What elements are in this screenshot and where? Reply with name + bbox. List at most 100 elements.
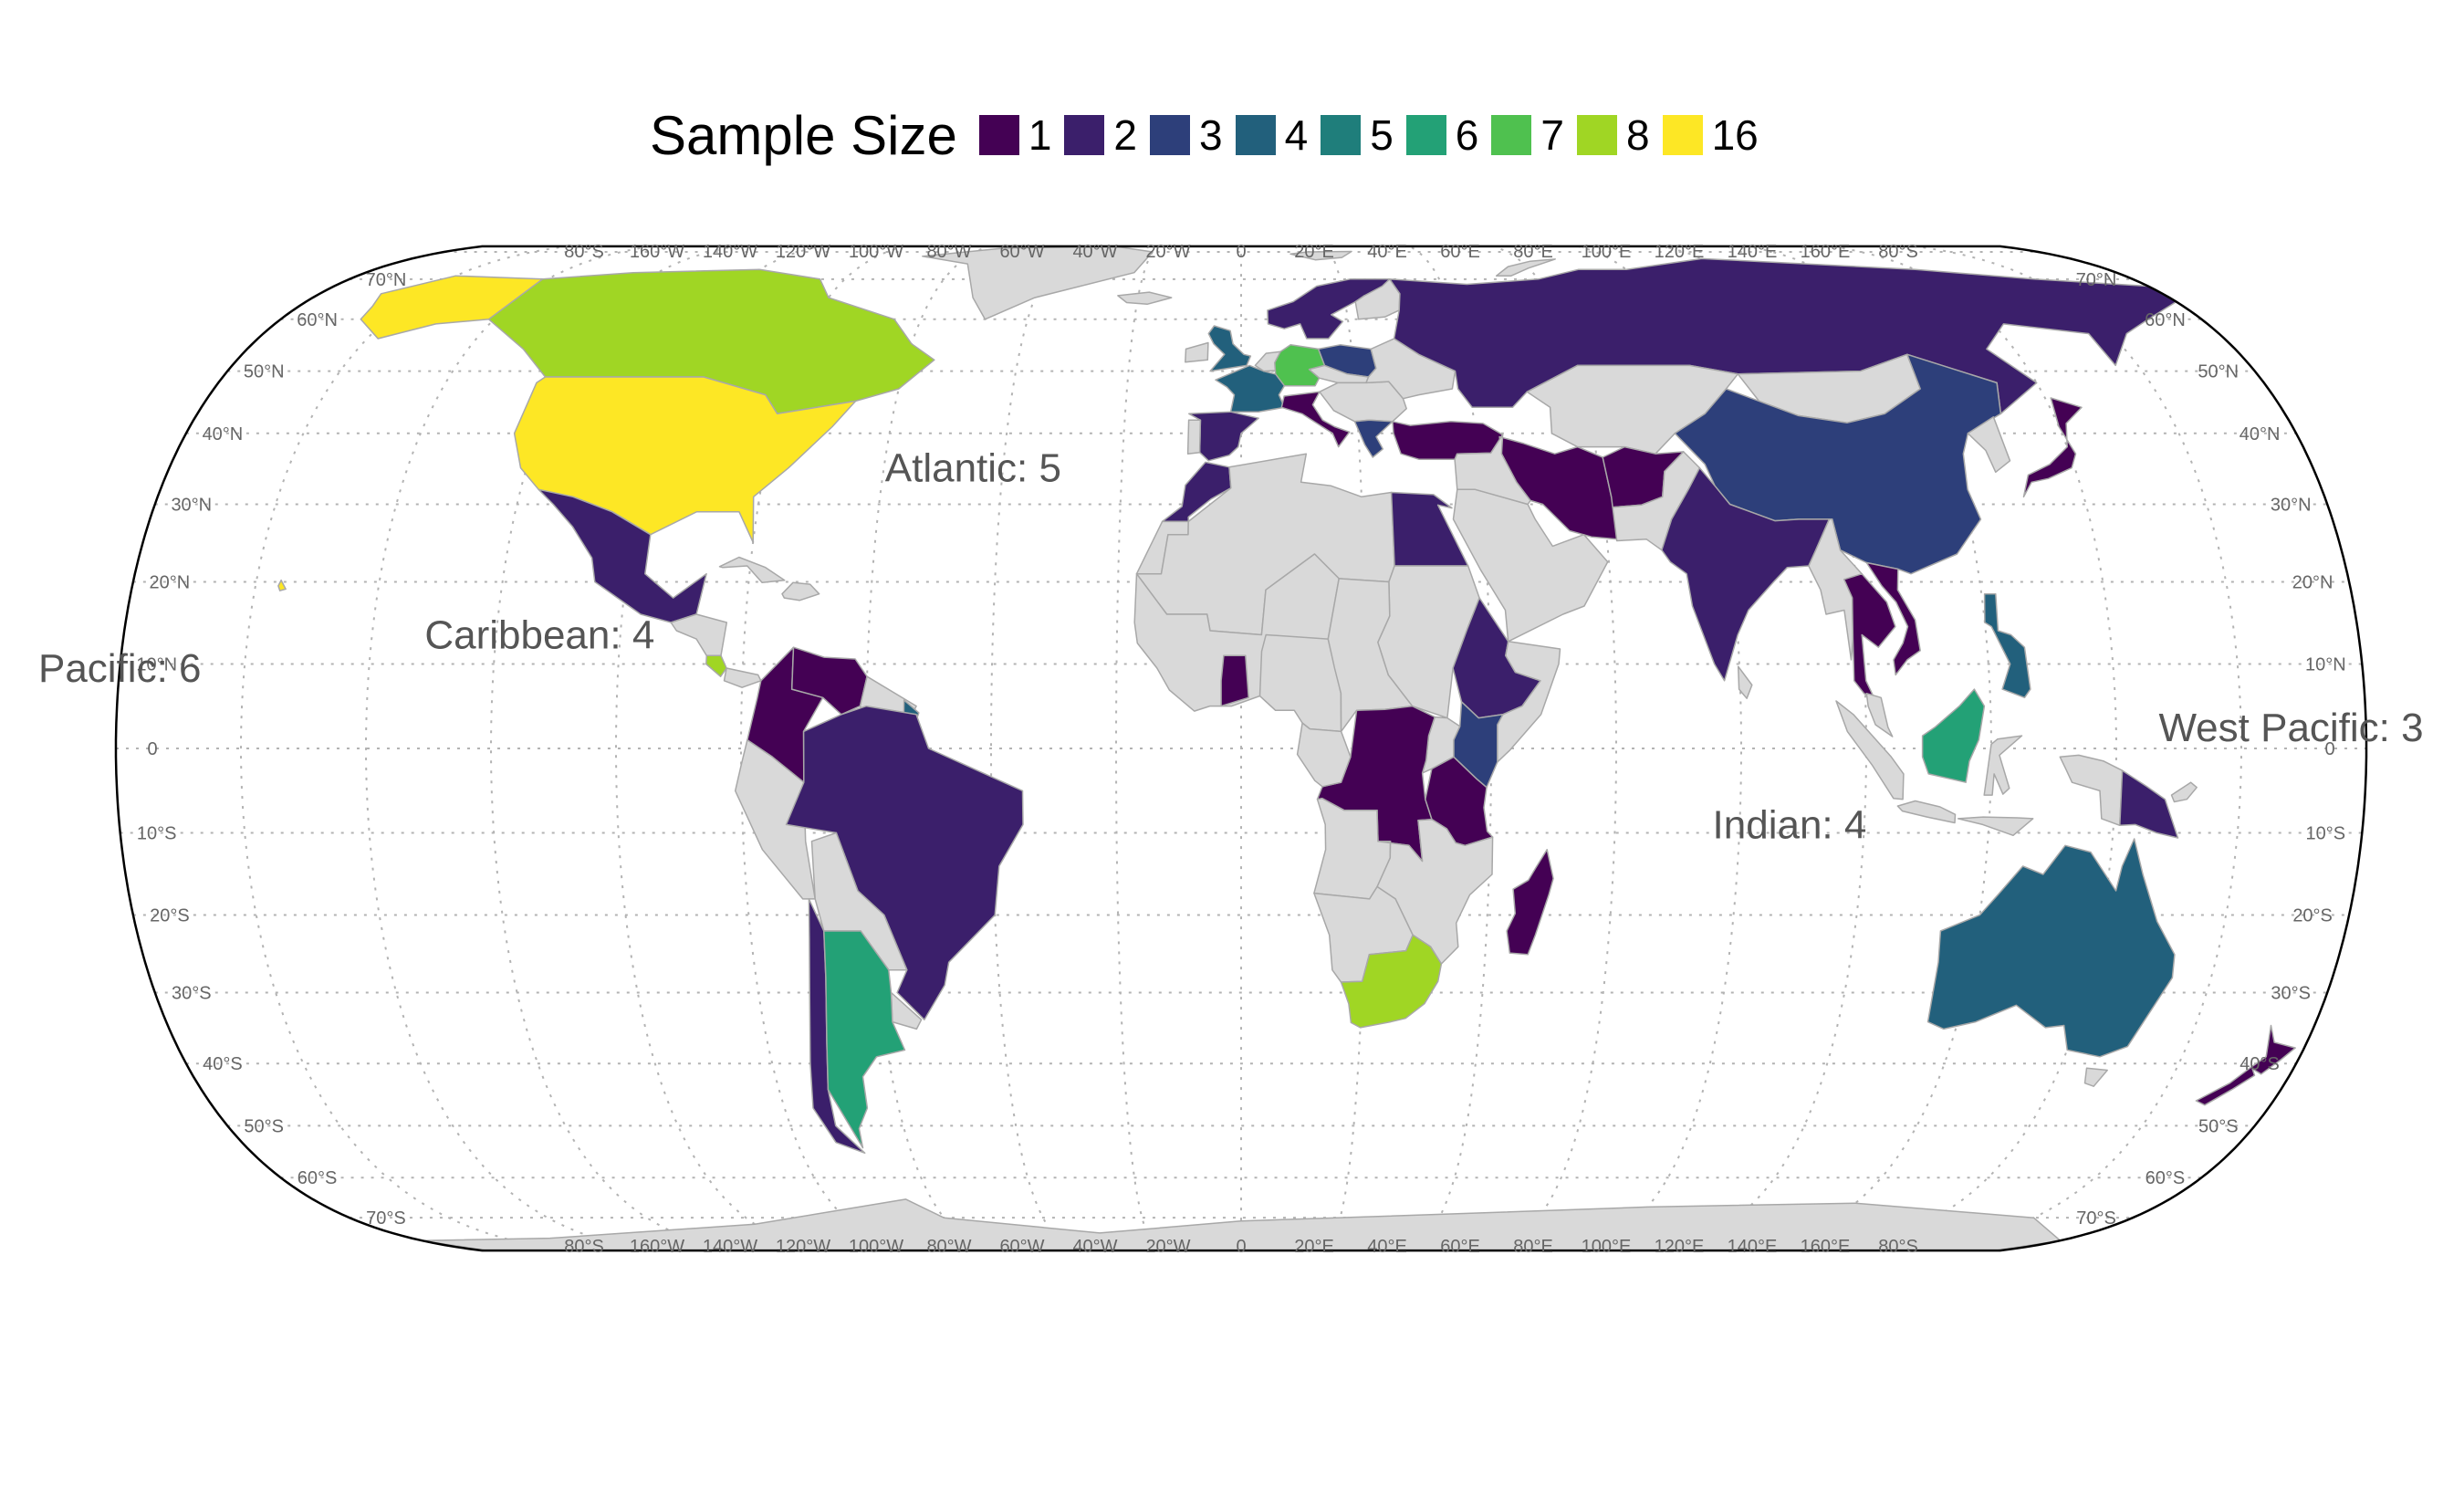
lon-label-bottom: 100°W xyxy=(849,1237,903,1257)
legend-item-8: 8 xyxy=(1576,110,1650,160)
country-australia xyxy=(1926,838,2176,1058)
lat-label-right: 40°S xyxy=(2240,1054,2280,1074)
lat-label-left: 10°N xyxy=(136,654,177,675)
legend-item-4: 4 xyxy=(1235,110,1308,160)
country-novaya-zemlya xyxy=(1495,258,1556,277)
region-label: West Pacific: 3 xyxy=(2158,706,2423,750)
legend-item-7: 7 xyxy=(1491,110,1564,160)
legend-item-16: 16 xyxy=(1662,110,1759,160)
lon-label-top: 120°E xyxy=(1655,242,1705,262)
legend-label-6: 6 xyxy=(1455,111,1479,159)
country-malay-peninsula xyxy=(1865,692,1894,737)
lon-label-bottom: 20°W xyxy=(1145,1237,1190,1257)
country-sumatra xyxy=(1835,700,1905,800)
lon-label-top: 100°W xyxy=(849,242,903,262)
legend-item-1: 1 xyxy=(978,110,1052,160)
graticule-meridian xyxy=(1831,246,2117,1251)
lat-label-left: 50°S xyxy=(244,1116,284,1136)
lon-label-top: 40°E xyxy=(1367,242,1407,262)
country-iceland xyxy=(1117,291,1173,306)
country-caribbean-cuba xyxy=(718,556,786,584)
legend-swatch-6 xyxy=(1405,115,1446,155)
lat-label-left: 60°N xyxy=(297,310,338,330)
country-hispaniola xyxy=(781,581,820,601)
graticule-meridian xyxy=(1115,246,1158,1251)
lon-label-bottom: 120°E xyxy=(1655,1237,1705,1257)
country-papua-new-guinea xyxy=(2119,769,2179,839)
country-south-africa xyxy=(1340,934,1443,1029)
lat-label-right: 70°S xyxy=(2076,1208,2116,1229)
graticule-labels: 80°S 80°S 160°W 160°W 140°W 140°W 120°W 120°W 10… xyxy=(136,242,2345,1257)
lon-label-bottom: 160°W xyxy=(630,1237,684,1257)
lat-label-right: 50°S xyxy=(2198,1116,2239,1136)
country-united-kingdom xyxy=(1207,325,1252,372)
legend-swatch-3 xyxy=(1150,115,1191,155)
lon-label-top: 160°E xyxy=(1801,242,1851,262)
country-panama xyxy=(723,667,762,688)
lat-label-right: 50°N xyxy=(2198,362,2239,382)
legend-label-1: 1 xyxy=(1028,111,1052,159)
lon-label-top: 80°S xyxy=(1878,242,1918,262)
country-ghana xyxy=(1220,654,1249,707)
region-label: Pacific: 6 xyxy=(38,646,202,691)
lon-label-top: 40°W xyxy=(1072,242,1117,262)
country-tasmania xyxy=(2083,1067,2108,1087)
lat-label-right: 0 xyxy=(2324,739,2334,759)
lon-label-bottom: 140°W xyxy=(703,1237,757,1257)
legend-label-8: 8 xyxy=(1625,111,1650,159)
country-portugal xyxy=(1186,419,1202,455)
country-ireland xyxy=(1185,341,1209,363)
country-arabian-peninsula xyxy=(1452,488,1609,643)
country-new-guinea-west xyxy=(2059,754,2124,827)
legend-swatch-1 xyxy=(978,115,1019,155)
lat-label-left: 40°S xyxy=(203,1054,243,1074)
lon-label-bottom: 60°E xyxy=(1440,1237,1480,1257)
lon-label-top: 0 xyxy=(1236,242,1246,262)
legend-swatch-7 xyxy=(1491,115,1532,155)
lat-label-left: 20°N xyxy=(150,572,191,592)
legend-item-5: 5 xyxy=(1321,110,1394,160)
country-vietnam xyxy=(1865,561,1921,676)
graticule-meridian xyxy=(1324,246,1367,1251)
lat-label-right: 20°S xyxy=(2292,906,2333,926)
lon-label-bottom: 40°W xyxy=(1072,1237,1117,1257)
legend-label-7: 7 xyxy=(1540,111,1564,159)
lon-label-bottom: 80°W xyxy=(926,1237,971,1257)
graticule-meridian xyxy=(1409,246,1492,1251)
legend-swatch-5 xyxy=(1321,115,1362,155)
lon-label-bottom: 100°E xyxy=(1582,1237,1632,1257)
legend-label-2: 2 xyxy=(1113,111,1138,159)
country-sulawesi xyxy=(1983,735,2023,796)
country-russia xyxy=(1389,257,2177,415)
lon-label-top: 140°W xyxy=(703,242,757,262)
lat-label-right: 10°N xyxy=(2305,654,2346,675)
country-philippines xyxy=(1983,592,2031,699)
lat-label-left: 70°N xyxy=(366,270,407,290)
legend-item-6: 6 xyxy=(1405,110,1479,160)
lat-label-right: 60°S xyxy=(2146,1168,2186,1188)
lon-label-bottom: 0 xyxy=(1236,1237,1246,1257)
country-japan xyxy=(2022,397,2083,498)
country-korea xyxy=(1967,416,2011,474)
legend-label-3: 3 xyxy=(1199,111,1223,159)
country-java xyxy=(1896,800,1957,824)
region-labels: Atlantic: 5 Caribbean: 4 Pacific: 6 Indian:… xyxy=(38,446,2424,848)
country-germany xyxy=(1274,344,1326,387)
lon-label-top: 80°W xyxy=(926,242,971,262)
legend-swatch-2 xyxy=(1064,115,1105,155)
lat-label-left: 40°N xyxy=(203,424,244,444)
country-borneo xyxy=(1921,688,1986,783)
country-alaska xyxy=(360,275,544,340)
legend-swatch-4 xyxy=(1235,115,1276,155)
lon-label-bottom: 40°E xyxy=(1367,1237,1407,1257)
lat-label-left: 30°S xyxy=(172,984,212,1004)
graticule-meridian xyxy=(240,246,567,1251)
region-label: Indian: 4 xyxy=(1713,802,1867,847)
country-thailand xyxy=(1843,572,1896,700)
lat-label-left: 50°N xyxy=(244,362,285,382)
lat-label-left: 70°S xyxy=(366,1208,406,1229)
country-bolivia-paraguay xyxy=(810,831,908,971)
legend-label-16: 16 xyxy=(1711,111,1759,159)
graticule-meridian xyxy=(990,246,1073,1251)
